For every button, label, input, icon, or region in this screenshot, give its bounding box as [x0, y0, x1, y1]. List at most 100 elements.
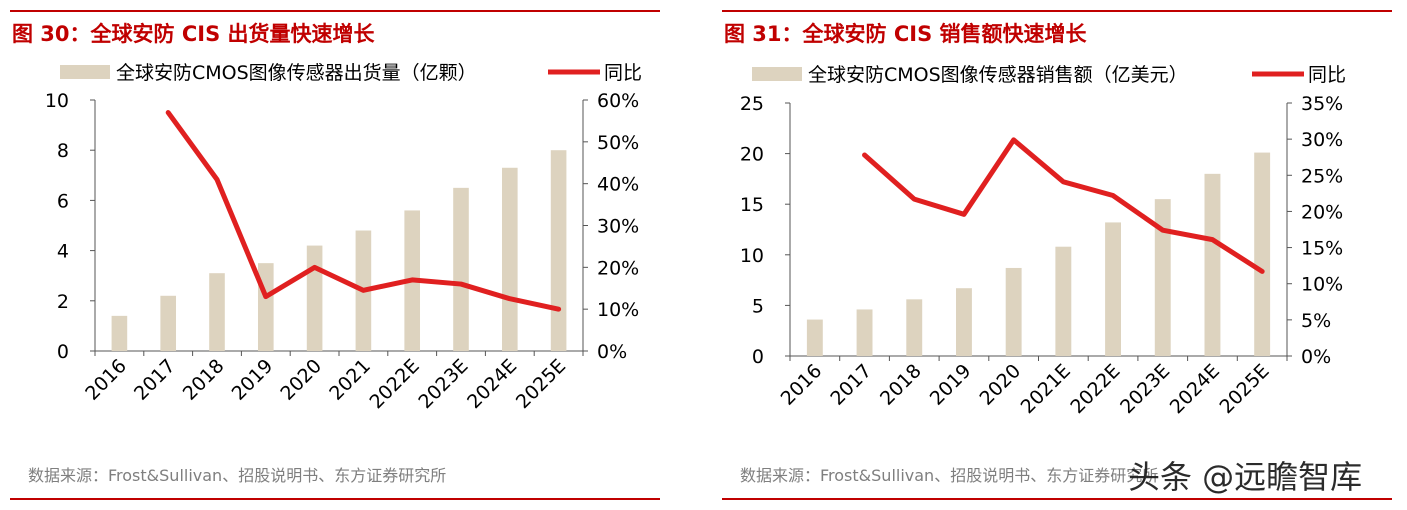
x-tick-label: 2025E — [512, 355, 570, 413]
bar — [306, 245, 323, 351]
growth-point — [265, 296, 267, 298]
x-tick-label: 2016 — [81, 355, 131, 405]
source-note: 数据来源：Frost&Sullivan、招股说明书、东方证券研究所 — [740, 466, 1159, 485]
x-tick-label: 2024E — [1166, 360, 1224, 418]
source-note: 数据来源：Frost&Sullivan、招股说明书、东方证券研究所 — [28, 466, 447, 485]
left-tick-label: 20 — [740, 144, 764, 166]
growth-point — [362, 289, 364, 291]
growth-point — [864, 154, 866, 156]
x-tick-label: 2021E — [1017, 360, 1075, 418]
bar — [160, 295, 177, 351]
right-tick-label: 5% — [1301, 310, 1331, 332]
bottom-rule — [722, 498, 1392, 500]
sales-chart: 全球安防CMOS图像传感器销售额（亿美元） 同比 0 5 10 15 20 25 0% 5% 10%… — [740, 64, 1346, 418]
top-rule — [10, 10, 660, 12]
growth-point — [314, 266, 316, 268]
left-tick-label: 6 — [57, 190, 69, 212]
bar — [955, 288, 972, 356]
x-tick-label: 2023E — [414, 355, 472, 413]
left-tick-label: 4 — [57, 241, 69, 263]
right-tick-label: 0% — [1301, 346, 1331, 368]
x-tick-label: 2024E — [463, 355, 521, 413]
left-tick-label: 25 — [740, 93, 764, 115]
x-tick-label: 2023E — [1116, 360, 1174, 418]
growth-point — [411, 279, 413, 281]
bar — [550, 150, 567, 351]
x-tick-label: 2022E — [1066, 360, 1124, 418]
x-tick-label: 2016 — [777, 360, 827, 410]
left-tick-label: 10 — [740, 245, 764, 267]
bar — [1154, 199, 1171, 356]
bar — [1254, 152, 1271, 356]
legend-line-label: 同比 — [1308, 64, 1346, 86]
x-tick-label: 2019 — [228, 355, 278, 405]
growth-point — [167, 112, 169, 114]
growth-point — [558, 308, 560, 310]
right-tick-label: 15% — [1301, 238, 1343, 260]
bar — [906, 299, 923, 356]
bar — [111, 315, 128, 351]
right-tick-label: 10% — [1301, 274, 1343, 296]
bar — [257, 263, 274, 351]
left-tick-label: 10 — [45, 90, 69, 112]
growth-point — [1162, 229, 1164, 231]
legend-bar-swatch — [752, 67, 802, 81]
chart-title: 图 30：全球安防 CIS 出货量快速增长 — [12, 22, 375, 46]
right-tick-label: 20% — [597, 257, 639, 279]
bar — [453, 187, 469, 351]
growth-point — [1261, 270, 1263, 272]
left-tick-label: 2 — [57, 291, 69, 313]
bar — [209, 273, 225, 351]
left-tick-label: 15 — [740, 194, 764, 216]
right-tick-label: 60% — [597, 90, 639, 112]
chart-panel-shipments: 图 30：全球安防 CIS 出货量快速增长 全球安防CMOS图像传感器出货量（亿… — [0, 0, 670, 510]
chart-title: 图 31：全球安防 CIS 销售额快速增长 — [724, 22, 1087, 46]
x-tick-label: 2018 — [179, 355, 229, 405]
x-tick-label: 2017 — [826, 360, 876, 410]
right-tick-label: 10% — [597, 299, 639, 321]
bar — [856, 309, 873, 356]
bar — [806, 319, 823, 356]
right-tick-label: 50% — [597, 132, 639, 154]
right-tick-label: 35% — [1301, 93, 1343, 115]
right-tick-label: 40% — [597, 174, 639, 196]
right-tick-label: 20% — [1301, 201, 1343, 223]
legend-bar-label: 全球安防CMOS图像传感器销售额（亿美元） — [808, 64, 1188, 86]
legend-line-label: 同比 — [604, 62, 642, 84]
bottom-rule — [10, 498, 660, 500]
legend-bar-label: 全球安防CMOS图像传感器出货量（亿颗） — [116, 62, 477, 84]
growth-point — [1013, 139, 1015, 141]
growth-point — [1112, 195, 1114, 197]
left-tick-label: 0 — [752, 346, 764, 368]
watermark: 头条 @远瞻智库 — [1128, 458, 1363, 496]
legend-bar-swatch — [60, 65, 110, 79]
growth-point — [216, 178, 218, 180]
right-tick-label: 30% — [597, 216, 639, 238]
right-tick-label: 0% — [597, 341, 627, 363]
right-tick-label: 25% — [1301, 165, 1343, 187]
x-tick-label: 2022E — [365, 355, 423, 413]
growth-point — [509, 298, 511, 300]
x-tick-label: 2017 — [130, 355, 180, 405]
bar — [1105, 222, 1122, 356]
left-tick-label: 5 — [752, 295, 764, 317]
x-tick-label: 2019 — [926, 360, 976, 410]
growth-point — [913, 198, 915, 200]
growth-point — [460, 283, 462, 285]
x-tick-label: 2025E — [1215, 360, 1273, 418]
chart-panel-sales: 图 31：全球安防 CIS 销售额快速增长 全球安防CMOS图像传感器销售额（亿… — [712, 0, 1402, 510]
shipments-chart: 全球安防CMOS图像传感器出货量（亿颗） 同比 0 2 4 6 8 10 0% 10% 20% 30%… — [45, 62, 642, 413]
top-rule — [722, 10, 1392, 12]
growth-point — [1062, 181, 1064, 183]
right-tick-label: 30% — [1301, 129, 1343, 151]
x-tick-label: 2018 — [876, 360, 926, 410]
bar — [1055, 246, 1072, 356]
growth-point — [963, 213, 965, 215]
bar — [1204, 173, 1221, 356]
bar — [501, 167, 518, 351]
left-tick-label: 0 — [57, 341, 69, 363]
left-tick-label: 8 — [57, 140, 69, 162]
x-tick-label: 2020 — [276, 355, 326, 405]
bar — [1005, 267, 1022, 356]
growth-point — [1211, 239, 1213, 241]
